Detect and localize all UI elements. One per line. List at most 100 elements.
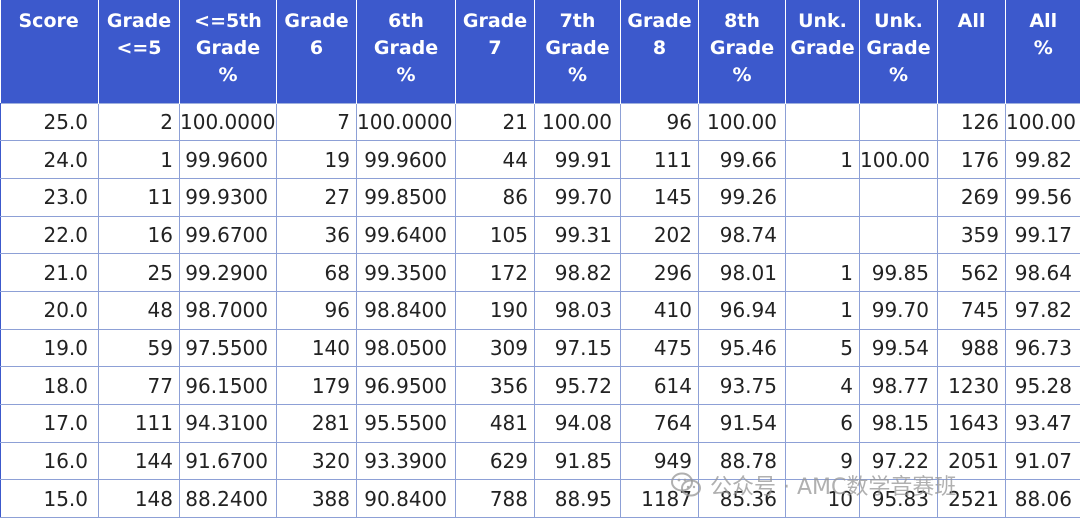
cell-grade8-pct: 88.78: [698, 441, 786, 481]
cell-grade8-pct: 99.26: [698, 177, 786, 217]
cell-unk-grade-pct: [859, 102, 938, 142]
cell-grade8: 949: [620, 441, 699, 481]
table-row: 22.0 16 99.6700 36 99.6400 105 99.31 202 98.74 35…: [0, 215, 1080, 255]
cell-all: 126: [937, 102, 1006, 142]
cell-score: 21.0: [0, 253, 99, 292]
cell-grade-le5-pct: 99.2900: [179, 253, 277, 292]
cell-unk-grade: 1: [785, 290, 860, 330]
cell-grade6-pct: 99.3500: [356, 253, 456, 292]
cell-unk-grade-pct: 97.22: [859, 441, 938, 481]
cell-grade-le5-pct: 88.2400: [179, 479, 277, 519]
cell-grade-le5: 25: [98, 253, 180, 292]
cell-grade8-pct: 98.01: [698, 253, 786, 292]
cell-score: 16.0: [0, 441, 99, 481]
cell-unk-grade-pct: [859, 177, 938, 217]
cell-grade-le5: 111: [98, 404, 180, 443]
cell-unk-grade: 9: [785, 441, 860, 481]
cell-all: 1230: [937, 366, 1006, 405]
cell-score: 22.0: [0, 215, 99, 255]
cell-all-pct: 96.73: [1005, 328, 1080, 368]
column-header-unk-grade: Unk. Grade: [785, 0, 860, 103]
cell-all: 2521: [937, 479, 1006, 519]
header-row: Score Grade <=5 <=5th Grade % Grade 6 6th Gr…: [0, 0, 1080, 103]
cell-grade8: 1187: [620, 479, 699, 519]
cell-grade8-pct: 98.74: [698, 215, 786, 255]
cell-grade-le5: 16: [98, 215, 180, 255]
cell-grade7: 21: [455, 102, 535, 142]
cell-grade-le5: 148: [98, 479, 180, 519]
cell-unk-grade-pct: [859, 215, 938, 255]
cell-all-pct: 97.82: [1005, 290, 1080, 330]
cell-all-pct: 98.64: [1005, 253, 1080, 292]
cell-grade8-pct: 96.94: [698, 290, 786, 330]
column-header-grade8: Grade 8: [620, 0, 699, 103]
cell-grade7: 190: [455, 290, 535, 330]
column-header-grade-le5-pct: <=5th Grade %: [179, 0, 277, 103]
table-row: 25.0 2 100.0000 7 100.0000 21 100.00 96 100.00 12…: [0, 102, 1080, 142]
cell-grade7-pct: 99.31: [534, 215, 621, 255]
table-row: 17.0 111 94.3100 281 95.5500 481 94.08 764 91.54…: [0, 404, 1080, 443]
cell-unk-grade: 1: [785, 140, 860, 179]
cell-grade8: 111: [620, 140, 699, 179]
cell-grade-le5: 59: [98, 328, 180, 368]
cell-all: 176: [937, 140, 1006, 179]
cell-all-pct: 100.00: [1005, 102, 1080, 142]
cell-grade6: 140: [276, 328, 357, 368]
cell-grade8: 96: [620, 102, 699, 142]
cell-grade8-pct: 100.00: [698, 102, 786, 142]
cell-grade6: 281: [276, 404, 357, 443]
cell-grade7-pct: 95.72: [534, 366, 621, 405]
cell-grade7: 309: [455, 328, 535, 368]
cell-all: 2051: [937, 441, 1006, 481]
cell-grade8: 202: [620, 215, 699, 255]
cell-grade6: 19: [276, 140, 357, 179]
cell-grade7-pct: 94.08: [534, 404, 621, 443]
column-header-score: Score: [0, 0, 99, 103]
cell-grade7-pct: 100.00: [534, 102, 621, 142]
cell-unk-grade: [785, 177, 860, 217]
cell-grade6: 7: [276, 102, 357, 142]
cell-grade-le5: 77: [98, 366, 180, 405]
cell-all-pct: 88.06: [1005, 479, 1080, 519]
cell-grade-le5: 1: [98, 140, 180, 179]
cell-grade6: 96: [276, 290, 357, 330]
cell-grade6-pct: 93.3900: [356, 441, 456, 481]
cell-grade7-pct: 99.91: [534, 140, 621, 179]
cell-all: 269: [937, 177, 1006, 217]
cell-grade6-pct: 95.5500: [356, 404, 456, 443]
cell-grade6: 320: [276, 441, 357, 481]
cell-grade-le5-pct: 94.3100: [179, 404, 277, 443]
cell-grade-le5-pct: 98.7000: [179, 290, 277, 330]
table-row: 15.0 148 88.2400 388 90.8400 788 88.95 1187 85.3…: [0, 479, 1080, 519]
cell-grade6: 36: [276, 215, 357, 255]
table-row: 24.0 1 99.9600 19 99.9600 44 99.91 111 99.66 1 100…: [0, 140, 1080, 179]
cell-grade6-pct: 96.9500: [356, 366, 456, 405]
table-row: 19.0 59 97.5500 140 98.0500 309 97.15 475 95.46 5…: [0, 328, 1080, 368]
cell-grade-le5-pct: 91.6700: [179, 441, 277, 481]
cell-unk-grade-pct: 99.70: [859, 290, 938, 330]
column-header-grade6-pct: 6th Grade %: [356, 0, 456, 103]
cell-score: 18.0: [0, 366, 99, 405]
cell-grade6: 68: [276, 253, 357, 292]
cell-score: 24.0: [0, 140, 99, 179]
cell-grade6-pct: 99.9600: [356, 140, 456, 179]
table-row: 23.0 11 99.9300 27 99.8500 86 99.70 145 99.26 269…: [0, 177, 1080, 217]
cell-unk-grade-pct: 95.83: [859, 479, 938, 519]
cell-grade8: 614: [620, 366, 699, 405]
cell-grade7: 629: [455, 441, 535, 481]
cell-grade6-pct: 99.6400: [356, 215, 456, 255]
cell-unk-grade-pct: 98.77: [859, 366, 938, 405]
cell-grade7: 86: [455, 177, 535, 217]
cell-all: 359: [937, 215, 1006, 255]
cell-grade-le5-pct: 99.9600: [179, 140, 277, 179]
cell-grade8: 145: [620, 177, 699, 217]
cell-grade6-pct: 90.8400: [356, 479, 456, 519]
cell-grade7: 356: [455, 366, 535, 405]
column-header-unk-grade-pct: Unk. Grade %: [859, 0, 938, 103]
cell-grade-le5: 144: [98, 441, 180, 481]
cell-unk-grade: [785, 215, 860, 255]
cell-all: 988: [937, 328, 1006, 368]
cell-grade-le5: 11: [98, 177, 180, 217]
cell-grade7-pct: 98.82: [534, 253, 621, 292]
